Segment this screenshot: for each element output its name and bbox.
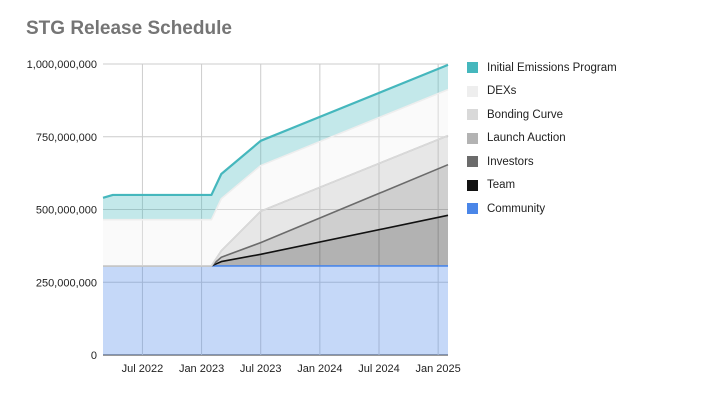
legend-label: Community: [487, 202, 546, 215]
legend-item-bonding-curve: Bonding Curve: [467, 103, 617, 127]
line-dexs: [103, 88, 449, 221]
legend-label: DEXs: [487, 85, 517, 98]
legend-swatch: [467, 109, 478, 121]
legend-label: Team: [487, 179, 516, 192]
y-tick-label: 1,000,000,000: [27, 59, 97, 71]
legend: Initial Emissions Program DEXs Bonding Cur…: [467, 56, 617, 221]
x-tick-label: Jul 2023: [240, 363, 282, 375]
legend-item-launch-auction: Launch Auction: [467, 127, 617, 151]
plot-lines: [102, 63, 449, 267]
y-tick-label: 250,000,000: [36, 277, 97, 289]
legend-swatch: [467, 62, 478, 74]
legend-item-investors: Investors: [467, 150, 617, 174]
y-tick-label: 0: [91, 350, 97, 362]
legend-swatch: [467, 132, 478, 144]
legend-label: Launch Auction: [487, 132, 566, 145]
y-axis-ticks: 0 250,000,000 500,000,000 750,000,000 1,000,…: [27, 59, 97, 362]
plot-areas: [103, 64, 448, 355]
legend-swatch: [467, 85, 478, 97]
x-tick-label: Jul 2024: [358, 363, 400, 375]
x-tick-label: Jan 2025: [416, 363, 461, 375]
legend-swatch: [467, 156, 478, 168]
x-tick-label: Jul 2022: [122, 363, 164, 375]
area-initial-emissions-program: [103, 64, 448, 220]
legend-item-team: Team: [467, 174, 617, 198]
legend-label: Bonding Curve: [487, 108, 564, 121]
legend-item-initial-emissions-program: Initial Emissions Program: [467, 56, 617, 80]
y-tick-label: 750,000,000: [36, 132, 97, 144]
line-bonding-curve: [103, 134, 449, 267]
grid: [103, 63, 448, 356]
area-dexs: [103, 89, 448, 266]
area-investors: [103, 164, 448, 266]
x-axis-ticks: Jul 2022 Jan 2023 Jul 2023 Jan 2024 Jul 2024…: [122, 363, 461, 375]
area-team: [103, 215, 448, 266]
legend-label: Initial Emissions Program: [487, 61, 617, 74]
legend-item-community: Community: [467, 197, 617, 221]
x-tick-label: Jan 2023: [179, 363, 224, 375]
legend-swatch: [467, 179, 478, 191]
legend-label: Investors: [487, 155, 534, 168]
area-community: [103, 265, 448, 355]
x-tick-label: Jan 2024: [297, 363, 342, 375]
chart-title: STG Release Schedule: [26, 18, 232, 39]
legend-item-dexs: DEXs: [467, 80, 617, 104]
y-tick-label: 500,000,000: [36, 205, 97, 217]
line-initial-emissions-program: [102, 63, 449, 199]
legend-swatch: [467, 203, 478, 215]
